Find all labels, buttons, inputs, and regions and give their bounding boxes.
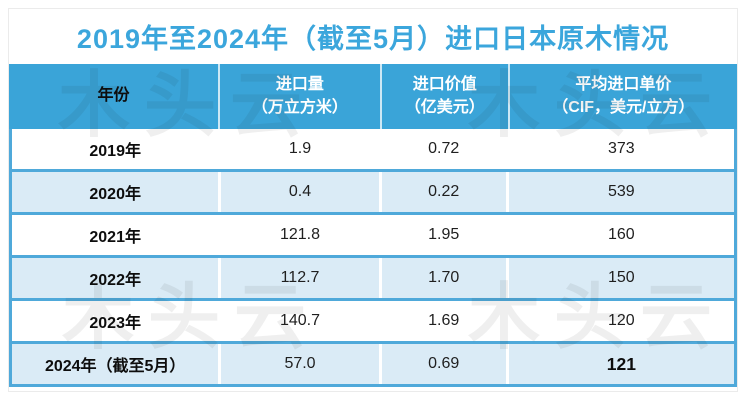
year-cell: 2024年（截至5月） — [12, 344, 222, 384]
table-header-row: 年份 进口量 （万立方米） 进口价值 （亿美元） 平均进口单价 （CIF，美元/… — [9, 64, 737, 129]
year-cell: 2019年 — [12, 129, 222, 169]
table-row-2022: 2022年 112.7 1.70 150 — [12, 255, 734, 298]
value-cell: 0.22 — [382, 172, 509, 212]
unit-price-cell: 120 — [607, 312, 635, 329]
value-cell: 0.72 — [382, 129, 509, 169]
volume-cell: 112.7 — [221, 258, 382, 298]
unit-price-cell: 160 — [607, 226, 635, 243]
table-row-2021: 2021年 121.8 1.95 160 — [12, 212, 734, 255]
table-body: 2019年 1.9 0.72 373 2020年 0.4 0.22 539 20… — [9, 129, 737, 387]
value-cell: 0.69 — [382, 344, 509, 384]
unit-price-cell: 121 — [606, 353, 636, 374]
column-header-sublabel: （CIF，美元/立方） — [552, 98, 695, 116]
title-bar: 2019年至2024年（截至5月）进口日本原木情况 — [9, 9, 737, 64]
year-cell: 2023年 — [12, 301, 222, 341]
value-cell: 1.70 — [382, 258, 509, 298]
volume-cell: 0.4 — [221, 172, 382, 212]
column-header-sublabel: （万立方米） — [251, 98, 348, 116]
column-header-label: 进口价值 — [412, 76, 477, 94]
unit-price-cell: 373 — [607, 140, 635, 157]
column-header-sublabel: （亿美元） — [404, 98, 485, 116]
column-header-label: 平均进口单价 — [575, 76, 672, 94]
column-header-unit-price: 平均进口单价 （CIF，美元/立方） — [510, 64, 737, 129]
value-cell: 1.69 — [382, 301, 509, 341]
value-cell: 1.95 — [382, 215, 509, 255]
column-header-volume: 进口量 （万立方米） — [220, 64, 382, 129]
imports-table: 年份 进口量 （万立方米） 进口价值 （亿美元） 平均进口单价 （CIF，美元/… — [9, 64, 737, 387]
table-row-2020: 2020年 0.4 0.22 539 — [12, 169, 734, 212]
volume-cell: 140.7 — [221, 301, 382, 341]
table-row-2023: 2023年 140.7 1.69 120 — [12, 298, 734, 341]
unit-price-cell: 150 — [607, 269, 635, 286]
volume-cell: 121.8 — [221, 215, 382, 255]
column-header-year: 年份 — [9, 64, 221, 129]
column-header-label: 进口量 — [275, 76, 324, 94]
volume-cell: 1.9 — [221, 129, 382, 169]
column-header-value: 进口价值 （亿美元） — [382, 64, 510, 129]
column-header-label: 年份 — [97, 87, 130, 105]
table-row-2024-ytd: 2024年（截至5月） 57.0 0.69 121 — [12, 341, 734, 384]
year-cell: 2021年 — [12, 215, 222, 255]
table-row-2019: 2019年 1.9 0.72 373 — [12, 129, 734, 169]
volume-cell: 57.0 — [221, 344, 382, 384]
unit-price-cell: 539 — [607, 183, 635, 200]
year-cell: 2020年 — [12, 172, 222, 212]
page-title: 2019年至2024年（截至5月）进口日本原木情况 — [76, 24, 670, 54]
year-cell: 2022年 — [12, 258, 222, 298]
table-card: 2019年至2024年（截至5月）进口日本原木情况 年份 进口量 （万立方米） … — [8, 8, 738, 392]
